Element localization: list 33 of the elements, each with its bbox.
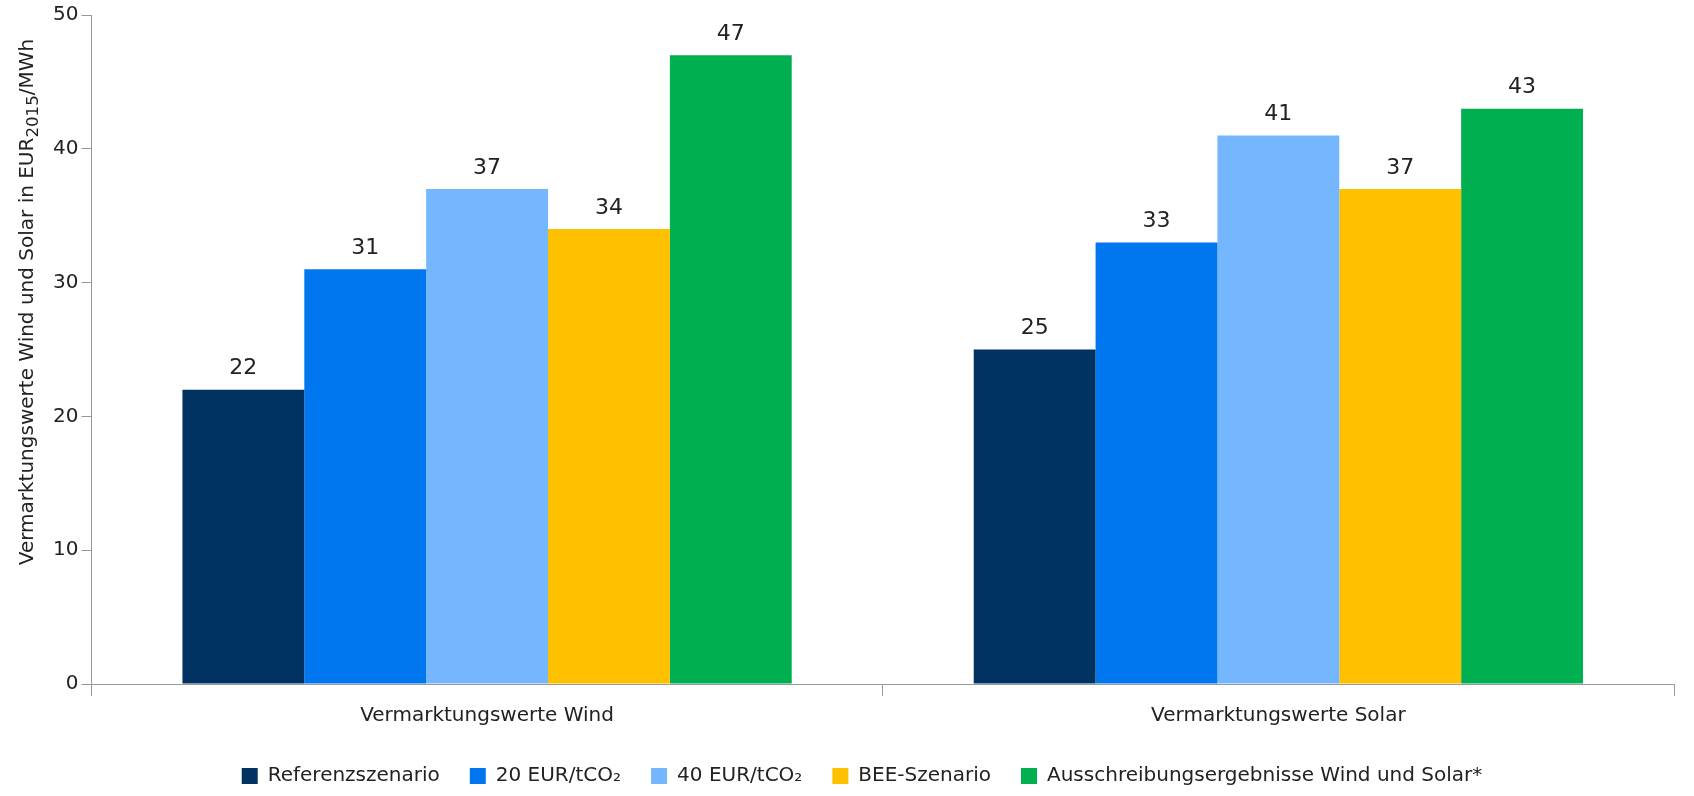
bar <box>182 389 305 684</box>
data-label: 33 <box>1142 207 1171 233</box>
x-tick-label: Vermarktungswerte Solar <box>1151 702 1407 727</box>
x-tick-label: Vermarktungswerte Wind <box>360 702 614 727</box>
legend-label: Ausschreibungsergebnisse Wind und Solar* <box>1047 762 1483 787</box>
legend-label: 20 EUR/tCO₂ <box>495 762 622 787</box>
legend-label: BEE-Szenario <box>858 762 992 787</box>
data-label: 34 <box>594 193 623 219</box>
bar <box>973 349 1096 684</box>
y-tick-label: 10 <box>53 536 79 561</box>
bar <box>1095 242 1218 684</box>
data-label: 43 <box>1508 73 1537 99</box>
y-tick-label: 20 <box>53 402 79 427</box>
legend-label: 40 EUR/tCO₂ <box>677 762 803 787</box>
data-label: 22 <box>229 354 258 380</box>
bar <box>1339 188 1462 684</box>
bar <box>426 188 549 684</box>
data-label: 37 <box>1386 153 1415 179</box>
y-tick-label: 30 <box>53 268 79 293</box>
data-label: 47 <box>716 19 745 45</box>
bar <box>669 55 792 684</box>
bar <box>304 269 427 684</box>
y-tick-label: 50 <box>53 1 79 26</box>
bar <box>1217 135 1340 684</box>
data-label: 41 <box>1264 100 1293 126</box>
data-label: 31 <box>351 233 380 259</box>
y-tick-label: 40 <box>53 135 79 159</box>
data-label: 37 <box>473 153 502 179</box>
legend-label: Referenzszenario <box>267 762 440 787</box>
bar <box>548 229 670 684</box>
data-label: 25 <box>1020 314 1049 340</box>
bar <box>1461 108 1583 684</box>
y-tick-label: 0 <box>65 670 79 695</box>
